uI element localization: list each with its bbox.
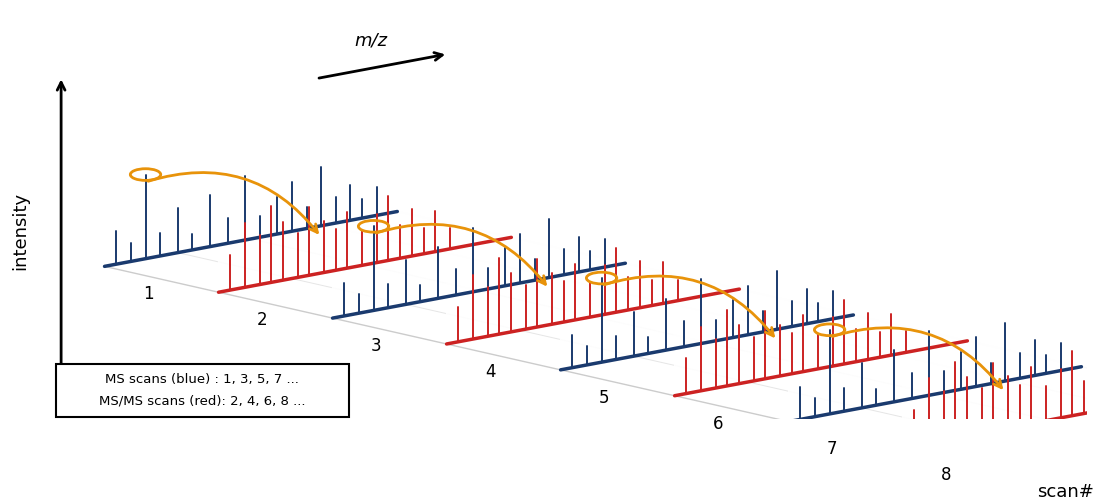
Polygon shape — [447, 163, 739, 344]
Text: intensity: intensity — [11, 192, 29, 270]
Text: 3: 3 — [371, 337, 382, 355]
Polygon shape — [332, 137, 626, 318]
Text: 5: 5 — [598, 389, 609, 407]
Polygon shape — [903, 266, 1100, 447]
Polygon shape — [219, 111, 512, 292]
Text: scan#: scan# — [1037, 483, 1093, 497]
Polygon shape — [561, 189, 854, 370]
Text: m/z: m/z — [354, 31, 388, 50]
Text: MS/MS scans (red): 2, 4, 6, 8 ...: MS/MS scans (red): 2, 4, 6, 8 ... — [99, 395, 306, 408]
Polygon shape — [104, 85, 397, 266]
Text: 8: 8 — [940, 466, 952, 484]
Text: 6: 6 — [713, 414, 724, 432]
Polygon shape — [789, 241, 1081, 421]
Text: 2: 2 — [256, 311, 267, 329]
FancyBboxPatch shape — [56, 364, 349, 416]
Text: 1: 1 — [143, 285, 153, 303]
Text: 4: 4 — [485, 363, 495, 381]
Text: MS scans (blue) : 1, 3, 5, 7 ...: MS scans (blue) : 1, 3, 5, 7 ... — [106, 373, 299, 387]
Polygon shape — [674, 215, 967, 396]
Text: 7: 7 — [827, 440, 837, 458]
